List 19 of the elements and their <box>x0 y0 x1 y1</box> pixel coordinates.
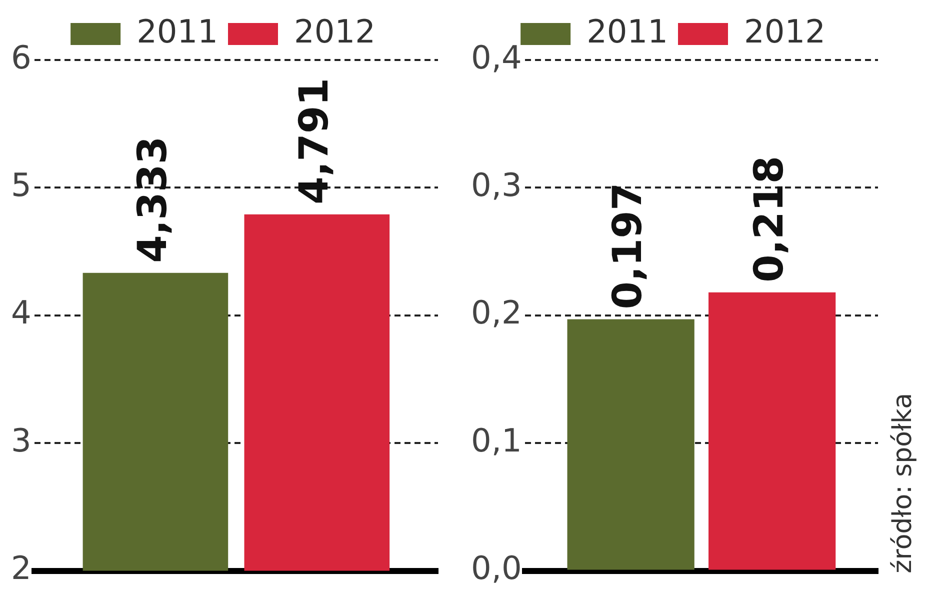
y-tick-label: 0,0 <box>471 549 522 588</box>
data-label: 0,218 <box>746 156 792 282</box>
y-tick-label: 2 <box>11 549 32 588</box>
y-tick-label: 0,2 <box>471 294 522 332</box>
data-label: 4,333 <box>130 136 176 263</box>
legend-label: 2012 <box>294 12 376 50</box>
text: źródło: spółka <box>888 392 918 573</box>
data-label: 0,197 <box>605 182 652 310</box>
data-label: 4,791 <box>291 78 338 204</box>
y-tick-label: 5 <box>11 166 32 204</box>
legend-label: 2012 <box>744 12 826 50</box>
y-tick-label: 0,4 <box>471 38 522 76</box>
y-tick-label: 3 <box>11 421 32 460</box>
legend-label: 2011 <box>586 12 668 50</box>
y-tick-label: 0,3 <box>471 166 522 204</box>
y-tick-label: 0,1 <box>471 421 522 460</box>
legend-label: 2011 <box>136 12 218 50</box>
y-tick-label: 4 <box>11 294 32 332</box>
y-tick-label: 6 <box>11 38 32 76</box>
